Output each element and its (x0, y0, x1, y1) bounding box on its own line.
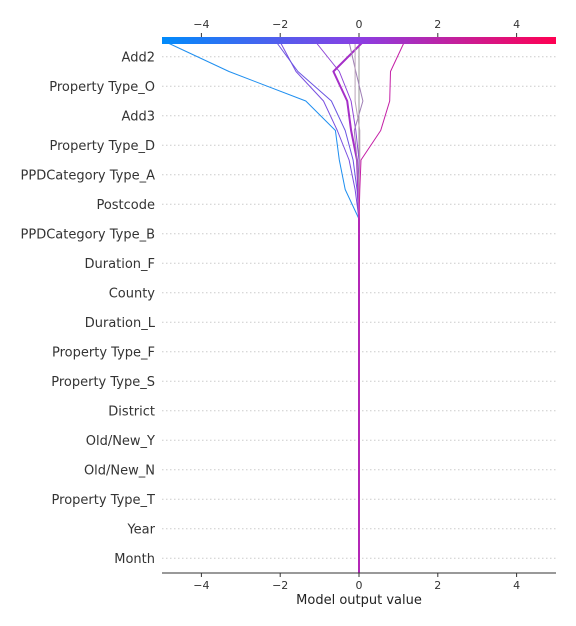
feature-label: Property Type_S (51, 375, 155, 390)
feature-label: Add2 (122, 50, 155, 65)
x-tick-label: −4 (193, 579, 209, 592)
feature-label: Year (126, 522, 155, 537)
feature-label: Postcode (96, 198, 155, 213)
x-tick-label: 4 (513, 579, 520, 592)
top-tick-label: 4 (513, 18, 520, 31)
decision-line (165, 41, 360, 573)
feature-label: Duration_L (85, 316, 156, 331)
top-tick-label: −2 (272, 18, 288, 31)
feature-label: Add3 (122, 109, 155, 124)
top-tick-label: 2 (434, 18, 441, 31)
feature-label: Duration_F (85, 257, 155, 272)
feature-label: Property Type_O (49, 80, 155, 95)
x-tick-label: −2 (272, 579, 288, 592)
decision-line (315, 41, 360, 573)
feature-label: Property Type_D (49, 139, 155, 154)
colorbar (162, 37, 556, 44)
feature-label: PPDCategory Type_B (21, 227, 155, 242)
top-tick-label: −4 (193, 18, 209, 31)
x-tick-label: 0 (356, 579, 363, 592)
decision-line (348, 41, 364, 573)
top-tick-label: 0 (356, 18, 363, 31)
feature-label: Old/New_N (84, 463, 155, 478)
feature-label: County (109, 286, 156, 301)
decision-lines (165, 41, 405, 573)
feature-label: Property Type_T (52, 493, 156, 508)
feature-label: Old/New_Y (86, 434, 155, 449)
feature-label: District (108, 404, 155, 419)
feature-labels: Add2 Property Type_O Add3 Property Type_D PP… (21, 50, 156, 567)
feature-label: Property Type_F (52, 345, 155, 360)
feature-label: PPDCategory Type_A (21, 168, 156, 183)
x-axis-title: Model output value (296, 593, 422, 608)
decision-line (275, 41, 360, 573)
x-tick-label: 2 (434, 579, 441, 592)
decision-line (358, 41, 405, 573)
feature-label: Month (114, 552, 155, 567)
decision-line (279, 41, 360, 573)
axes: −4 −4 −2 −2 0 0 2 2 4 4 (162, 18, 556, 592)
